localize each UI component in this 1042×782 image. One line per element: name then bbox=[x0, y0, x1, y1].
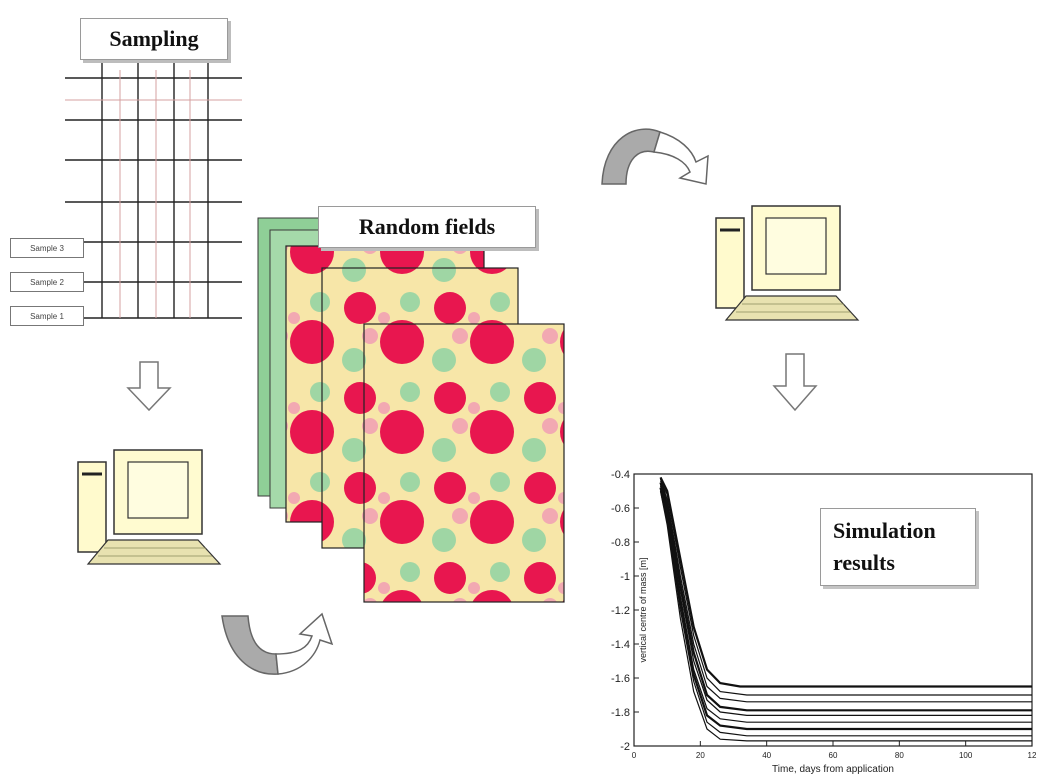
x-axis-label: Time, days from application bbox=[772, 764, 894, 775]
y-tick-label: -1.4 bbox=[611, 639, 630, 651]
random-fields-stack bbox=[257, 217, 565, 603]
y-tick-label: -0.8 bbox=[611, 537, 630, 549]
down-arrow-icon bbox=[772, 353, 818, 412]
series-line bbox=[659, 484, 1032, 716]
series-line bbox=[659, 487, 1032, 731]
x-tick-label: 80 bbox=[895, 751, 904, 760]
y-tick-label: -0.4 bbox=[611, 469, 630, 481]
y-tick-label: -0.6 bbox=[611, 503, 630, 515]
y-axis-label: vertical centre of mass [m] bbox=[638, 557, 648, 662]
sample-3-tab: Sample 3 bbox=[10, 238, 84, 258]
y-tick-label: -1.2 bbox=[611, 605, 630, 617]
x-tick-label: 20 bbox=[696, 751, 705, 760]
x-tick-label: 60 bbox=[829, 751, 838, 760]
curved-arrow-icon bbox=[221, 612, 334, 675]
series-line bbox=[659, 476, 1032, 688]
series-line bbox=[659, 490, 1032, 742]
x-tick-label: 0 bbox=[632, 751, 637, 760]
y-tick-label: -1.6 bbox=[611, 673, 630, 685]
sample-1-tab: Sample 1 bbox=[10, 306, 84, 326]
random-fields-label: Random fields bbox=[318, 206, 536, 248]
curved-arrow-icon bbox=[601, 128, 709, 185]
computer-icon bbox=[715, 205, 860, 321]
y-tick-label: -2 bbox=[620, 741, 630, 753]
computer-icon bbox=[77, 449, 222, 565]
y-tick-label: -1.8 bbox=[611, 707, 630, 719]
x-tick-label: 40 bbox=[762, 751, 771, 760]
series-line bbox=[659, 480, 1032, 696]
x-tick-label: 100 bbox=[959, 751, 973, 760]
x-tick-label: 12 bbox=[1028, 751, 1037, 760]
down-arrow-icon bbox=[126, 361, 172, 412]
sampling-label: Sampling bbox=[80, 18, 228, 60]
sample-2-tab: Sample 2 bbox=[10, 272, 84, 292]
y-tick-label: -1 bbox=[620, 571, 630, 583]
simulation-results-label: Simulation results bbox=[820, 508, 976, 586]
sampling-grid bbox=[65, 60, 242, 319]
